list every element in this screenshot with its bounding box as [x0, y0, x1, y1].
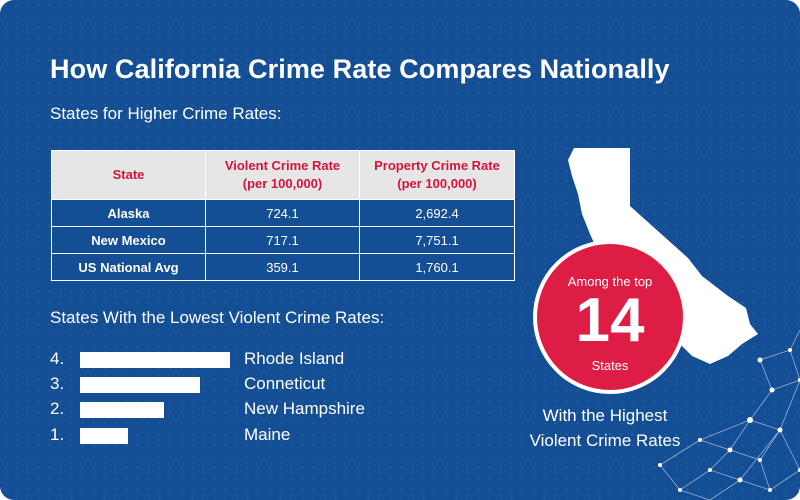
rank-bar — [80, 352, 230, 368]
cell-property-rate: 2,692.4 — [359, 199, 515, 227]
header-violent-line2: (per 100,000) — [242, 176, 323, 191]
list-item: 3. Conneticut — [50, 374, 410, 396]
rank-number: 3. — [50, 374, 65, 393]
highest-caption: With the Highest Violent Crime Rates — [500, 403, 710, 453]
cell-property-rate: 1,760.1 — [359, 253, 515, 281]
list-item: 2. New Hampshire — [50, 399, 410, 421]
cell-state: US National Avg — [51, 253, 206, 281]
top-states-badge: Among the top 14 States — [533, 240, 687, 394]
california-map-icon — [568, 148, 758, 364]
table-header-row: State Violent Crime Rate (per 100,000) P… — [51, 150, 515, 200]
rank-bar — [80, 402, 164, 418]
rank-number: 1. — [50, 425, 65, 444]
header-state: State — [51, 150, 206, 200]
header-violent-line1: Violent Crime Rate — [224, 158, 341, 173]
badge-top-text: Among the top — [567, 274, 653, 289]
header-violent-crime-rate: Violent Crime Rate (per 100,000) — [205, 150, 360, 200]
table-row: US National Avg 359.1 1,760.1 — [51, 253, 515, 281]
rank-bar — [80, 377, 200, 393]
crime-rate-table: State Violent Crime Rate (per 100,000) P… — [51, 150, 515, 281]
cell-state: New Mexico — [51, 226, 206, 254]
highest-caption-line2: Violent Crime Rates — [529, 431, 681, 450]
table-row: New Mexico 717.1 7,751.1 — [51, 226, 515, 254]
cell-violent-rate: 717.1 — [205, 226, 360, 254]
state-name: New Hampshire — [244, 399, 365, 418]
network-icon — [658, 329, 800, 500]
page-title: How California Crime Rate Compares Natio… — [50, 54, 670, 84]
header-property-line1: Property Crime Rate — [374, 158, 500, 173]
list-item: 4. Rhode Island — [50, 349, 410, 371]
rank-number: 2. — [50, 399, 65, 418]
table-section-title: States for Higher Crime Rates: — [50, 104, 282, 123]
header-property-crime-rate: Property Crime Rate (per 100,000) — [359, 150, 515, 200]
list-item: 1. Maine — [50, 425, 410, 447]
badge-number: 14 — [575, 286, 645, 355]
state-name: Rhode Island — [244, 349, 345, 368]
cell-property-rate: 7,751.1 — [359, 226, 515, 254]
header-property-line2: (per 100,000) — [397, 176, 477, 191]
table-row: Alaska 724.1 2,692.4 — [51, 199, 515, 227]
lowest-section-title: States With the Lowest Violent Crime Rat… — [50, 308, 385, 327]
cell-violent-rate: 724.1 — [205, 199, 360, 227]
cell-violent-rate: 359.1 — [205, 253, 360, 281]
cell-state: Alaska — [51, 199, 206, 227]
state-name: Maine — [244, 425, 291, 444]
state-name: Conneticut — [244, 374, 326, 393]
rank-bar — [80, 428, 128, 444]
badge-bottom-text: States — [591, 358, 629, 373]
highest-caption-line1: With the Highest — [542, 406, 668, 425]
rank-number: 4. — [50, 349, 65, 368]
header-state-label: State — [112, 167, 145, 182]
